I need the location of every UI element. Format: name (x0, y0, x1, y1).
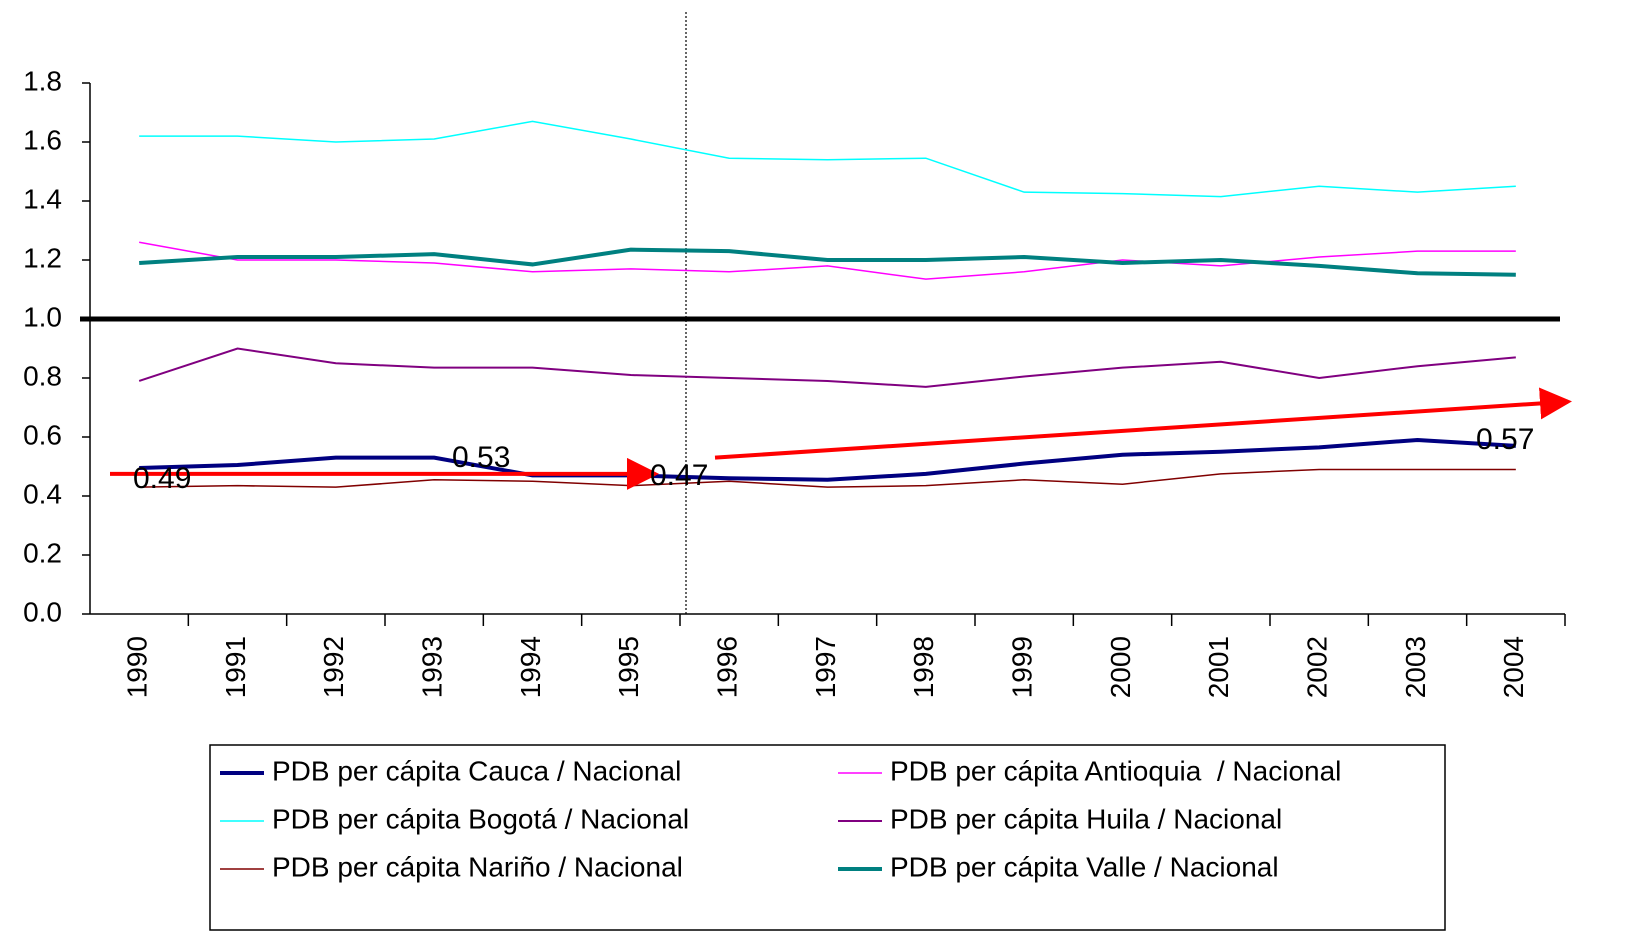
x-tick-label: 1994 (515, 636, 546, 698)
annotation: 0.47 (650, 459, 708, 492)
x-tick-label: 1990 (122, 636, 153, 698)
annotation: 0.57 (1476, 423, 1534, 456)
x-tick-label: 1997 (810, 636, 841, 698)
trend-arrow (714, 387, 1572, 460)
legend-label: PDB per cápita Valle / Nacional (890, 851, 1279, 882)
y-tick-label: 1.2 (23, 242, 62, 273)
y-tick-label: 1.0 (23, 301, 62, 332)
annotation: 0.49 (133, 462, 191, 495)
y-tick-label: 0.8 (23, 360, 62, 391)
legend-label: PDB per cápita Huila / Nacional (890, 803, 1282, 834)
y-tick-label: 0.2 (23, 537, 62, 568)
x-tick-label: 1991 (220, 636, 251, 698)
series-line (139, 241, 1516, 280)
x-tick-label: 1995 (613, 636, 644, 698)
x-tick-label: 2001 (1203, 636, 1234, 698)
x-tick-label: 1999 (1007, 636, 1038, 698)
x-tick-label: 2003 (1400, 636, 1431, 698)
series-line (139, 437, 1516, 482)
legend-label: PDB per cápita Nariño / Nacional (272, 851, 683, 882)
x-tick-label: 1993 (417, 636, 448, 698)
legend (209, 744, 1446, 931)
legend-label: PDB per cápita Cauca / Nacional (272, 755, 681, 786)
x-tick-label: 2004 (1498, 636, 1529, 698)
annotation: 0.53 (452, 441, 510, 474)
y-tick-label: 0.4 (23, 478, 62, 509)
y-tick-label: 1.4 (23, 183, 62, 214)
x-tick-label: 1996 (712, 636, 743, 698)
x-tick-label: 1998 (908, 636, 939, 698)
x-tick-label: 2002 (1302, 636, 1333, 698)
x-tick-label: 1992 (318, 636, 349, 698)
legend-label: PDB per cápita Bogotá / Nacional (272, 803, 689, 834)
y-tick-label: 0.6 (23, 419, 62, 450)
legend-label: PDB per cápita Antioquia / Nacional (890, 755, 1341, 786)
x-tick-label: 2000 (1105, 636, 1136, 698)
y-tick-label: 1.8 (23, 65, 62, 96)
series-line (138, 347, 1516, 388)
y-tick-label: 0.0 (23, 596, 62, 627)
series-line (139, 120, 1516, 198)
series-line (139, 468, 1516, 488)
y-tick-label: 1.6 (23, 124, 62, 155)
series-line (139, 247, 1516, 277)
